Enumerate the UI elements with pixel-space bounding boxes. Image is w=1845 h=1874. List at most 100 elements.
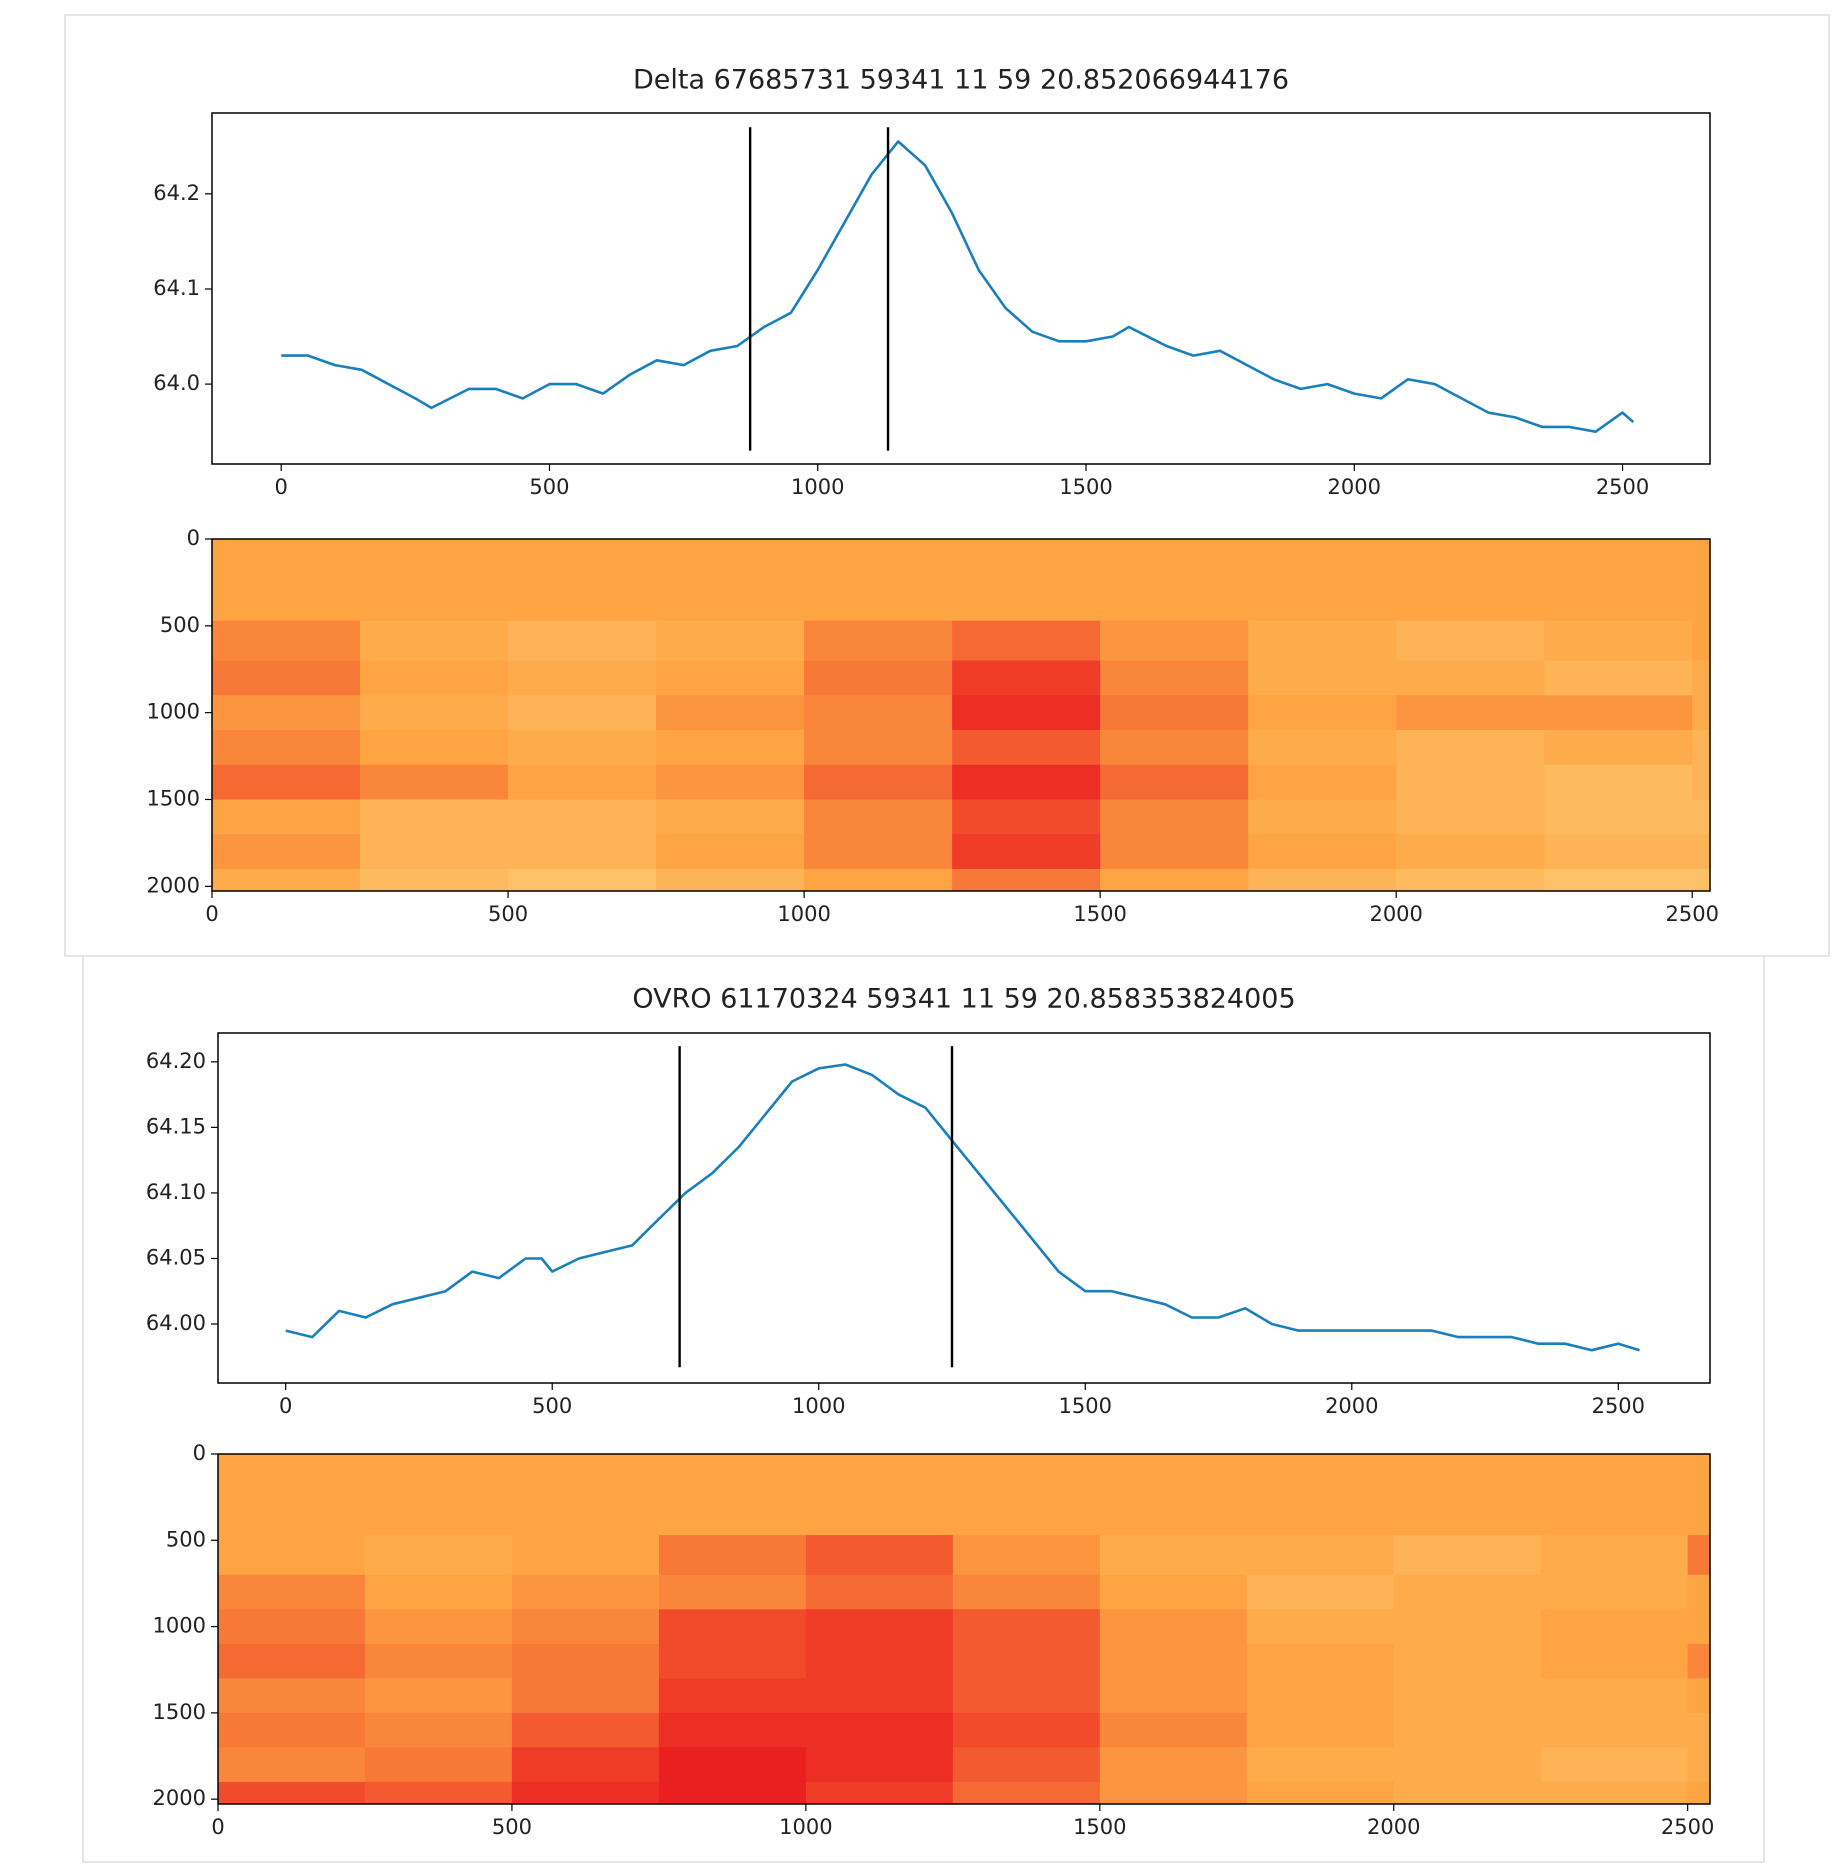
heatmap-cell (1396, 834, 1545, 870)
heatmap-cell (1692, 799, 1711, 835)
heatmap-cell (212, 730, 361, 766)
heatmap-cell (360, 834, 509, 870)
heatmap-cell (1100, 660, 1249, 696)
heatmap-cell (658, 1781, 807, 1805)
y-tick-label: 64.20 (146, 1049, 206, 1073)
x-tick-label: 1000 (779, 1815, 832, 1839)
heatmap-cell (1248, 799, 1397, 835)
heatmap-cell (952, 620, 1101, 662)
heatmap-cell (1100, 539, 1249, 622)
heatmap-cell (1099, 1609, 1248, 1645)
heatmap-cell (805, 1535, 954, 1576)
heatmap-cell (1099, 1574, 1248, 1610)
heatmap-cell (1396, 660, 1545, 696)
heatmap-cell (1396, 730, 1545, 766)
heatmap-cell (805, 1609, 954, 1645)
heatmap-cell (804, 620, 953, 662)
y-tick-label: 64.05 (146, 1245, 206, 1269)
heatmap-cell (952, 799, 1101, 835)
y-tick-label: 0 (187, 526, 200, 550)
heatmap-cell (508, 539, 657, 622)
heatmap-cell (1396, 764, 1545, 800)
plot-frame (217, 1453, 1711, 1805)
data-line (285, 1063, 1640, 1352)
heatmap-cell (658, 1574, 807, 1610)
heatmap-cell (212, 539, 361, 622)
y-tick-label: 500 (166, 1527, 206, 1551)
heatmap-cell (212, 868, 361, 892)
x-tick-label: 2000 (1367, 1815, 1420, 1839)
heatmap-cell (1540, 1712, 1689, 1748)
x-tick-label: 1500 (1059, 475, 1112, 499)
heatmap-cell (952, 539, 1101, 622)
heatmap-cell (1687, 1609, 1711, 1645)
heatmap-cell (952, 1781, 1101, 1805)
y-tick-label: 1500 (147, 786, 200, 810)
heatmap-cell (805, 1643, 954, 1679)
heatmap-cell (218, 1574, 366, 1610)
heatmap-cell (511, 1535, 660, 1576)
heatmap-cell (508, 764, 657, 800)
heatmap-cell (804, 695, 953, 731)
y-tick-label: 64.10 (146, 1180, 206, 1204)
heatmap-cell (952, 1454, 1101, 1536)
y-tick-label: 64.2 (153, 181, 200, 205)
heatmap-cell (1246, 1747, 1395, 1783)
y-tick-label: 64.15 (146, 1114, 206, 1138)
heatmap-cell (360, 799, 509, 835)
chart-title: Delta 67685731 59341 11 59 20.8520669441… (633, 65, 1289, 96)
heatmap-cell (1393, 1574, 1542, 1610)
heatmap-cell (511, 1574, 660, 1610)
x-tick-label: 1000 (791, 475, 844, 499)
heatmap-cell (212, 660, 361, 696)
heatmap-cell (1393, 1535, 1542, 1576)
heatmap-cell (658, 1535, 807, 1576)
heatmap-cell (364, 1454, 513, 1536)
heatmap-cell (1540, 1678, 1689, 1714)
heatmap-cell (1396, 695, 1545, 731)
heatmap-cell (656, 764, 805, 800)
heatmap-cell (1692, 730, 1711, 766)
heatmap-cell (218, 1781, 366, 1805)
heatmap-cell (1099, 1535, 1248, 1576)
heatmap-cell (1100, 620, 1249, 662)
heatmap-cell (1246, 1535, 1395, 1576)
x-tick-label: 2000 (1328, 475, 1381, 499)
heatmap-cell (1544, 834, 1693, 870)
x-tick-label: 0 (275, 475, 288, 499)
heatmap-cell (218, 1712, 366, 1748)
x-tick-label: 0 (205, 902, 218, 926)
y-tick-label: 1000 (153, 1614, 206, 1638)
heatmap-cell (1393, 1712, 1542, 1748)
heatmap-cell (511, 1609, 660, 1645)
heatmap-cell (508, 868, 657, 892)
heatmap-cell (952, 695, 1101, 731)
x-tick-label: 500 (532, 1394, 572, 1418)
heatmap-cell (656, 799, 805, 835)
heatmap-cell (952, 1535, 1101, 1576)
heatmap-cell (952, 1574, 1101, 1610)
heatmap-cell (1544, 539, 1693, 622)
heatmap-cell (511, 1643, 660, 1679)
heatmap-cell (1100, 730, 1249, 766)
heatmap-cell (1248, 868, 1397, 892)
heatmap-cell (805, 1712, 954, 1748)
heatmap-cell (1687, 1643, 1711, 1679)
heatmap-cell (1099, 1454, 1248, 1536)
x-tick-label: 1000 (792, 1394, 845, 1418)
x-tick-label: 2000 (1369, 902, 1422, 926)
heatmap-cell (1687, 1747, 1711, 1783)
heatmap-cell (1100, 695, 1249, 731)
heatmap-cell (952, 1609, 1101, 1645)
heatmap-cell (1099, 1781, 1248, 1805)
heatmap-cell (360, 868, 509, 892)
heatmap-cell (1540, 1535, 1689, 1576)
heatmap-cell (1544, 695, 1693, 731)
data-line (281, 140, 1635, 433)
heatmap-cell (364, 1712, 513, 1748)
heatmap-cell (1248, 764, 1397, 800)
heatmap-cell (805, 1454, 954, 1536)
heatmap-cell (1099, 1712, 1248, 1748)
heatmap-cell (218, 1643, 366, 1679)
